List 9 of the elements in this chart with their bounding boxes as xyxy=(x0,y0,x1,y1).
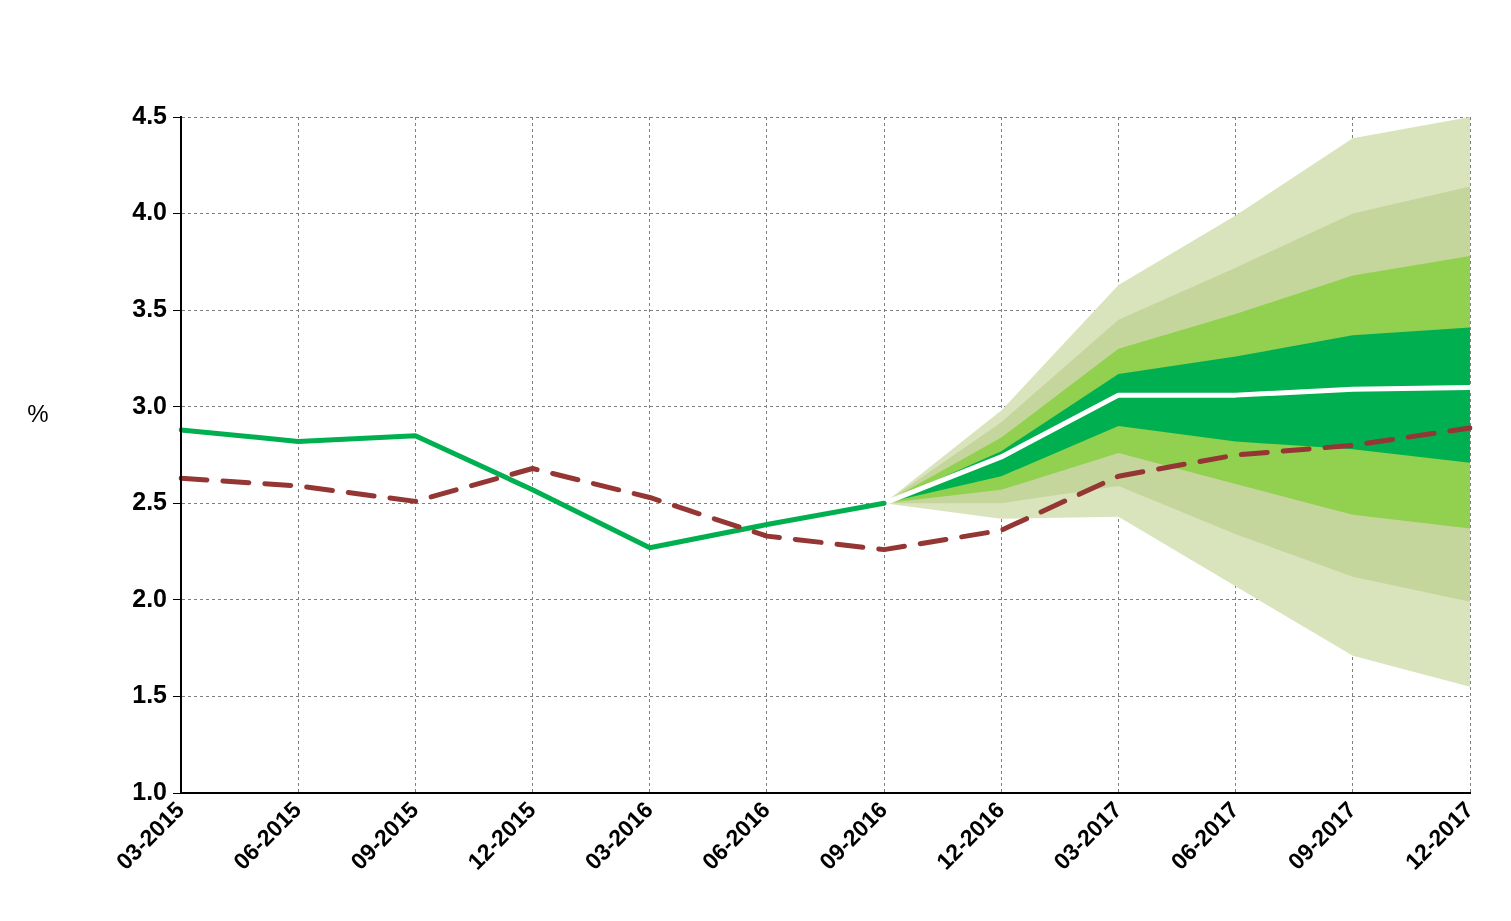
y-axis-title: % xyxy=(27,399,49,427)
y-tick-label: 2.0 xyxy=(132,583,167,612)
y-tick-label: 2.5 xyxy=(132,487,168,516)
y-tick-label: 3.0 xyxy=(132,390,167,419)
y-tick-label: 4.0 xyxy=(132,197,167,226)
y-tick-label: 4.5 xyxy=(132,100,168,129)
y-tick-label: 1.5 xyxy=(132,680,168,709)
y-tick-label: 1.0 xyxy=(132,776,167,805)
y-tick-label: 3.5 xyxy=(132,294,168,323)
